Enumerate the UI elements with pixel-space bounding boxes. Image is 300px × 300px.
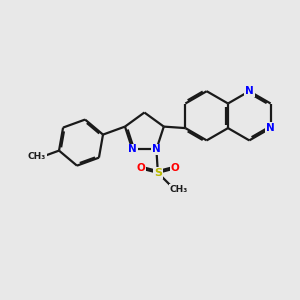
Text: N: N [128,144,137,154]
Text: N: N [245,86,254,96]
Text: O: O [171,163,180,173]
Text: N: N [266,123,275,133]
Text: O: O [136,163,145,173]
Text: N: N [152,144,161,154]
Text: CH₃: CH₃ [28,152,46,161]
Text: CH₃: CH₃ [170,185,188,194]
Text: S: S [154,168,162,178]
